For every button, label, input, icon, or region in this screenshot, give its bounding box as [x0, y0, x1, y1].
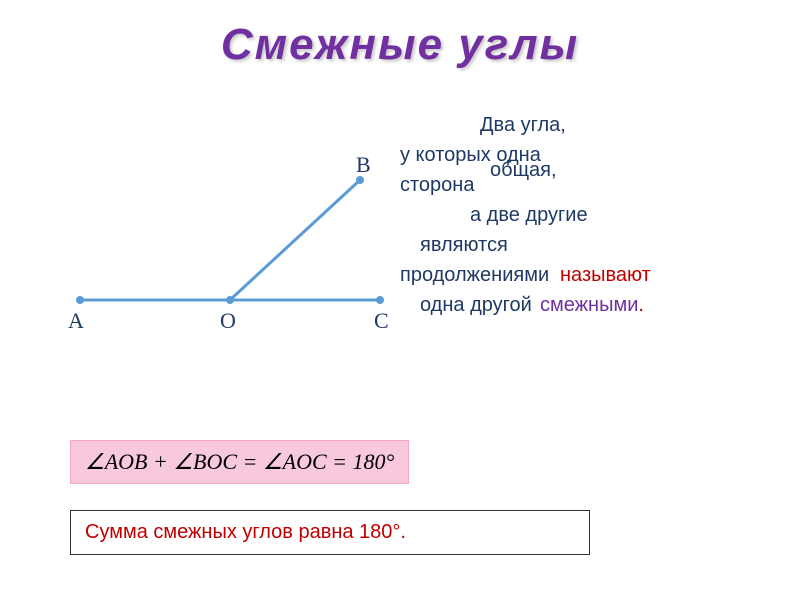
def-line6a: одна другой: [420, 290, 532, 320]
def-line1: Два угла,: [480, 110, 566, 140]
def-line6b: смежными.: [540, 290, 644, 320]
theorem-box: Сумма смежных углов равна 180°.: [70, 510, 590, 555]
label-O: O: [220, 308, 236, 334]
point-A: [76, 296, 84, 304]
label-B: B: [356, 152, 371, 178]
equation-text: ∠AOB + ∠BOC = ∠AOC = 180°: [85, 449, 394, 474]
point-C: [376, 296, 384, 304]
point-O: [226, 296, 234, 304]
slide-title: Смежные углы: [221, 20, 579, 70]
def-line2b: сторона: [400, 170, 474, 200]
def-line3: а две другие: [470, 200, 588, 230]
equation-box: ∠AOB + ∠BOC = ∠AOC = 180°: [70, 440, 409, 484]
def-line2c: общая,: [490, 155, 557, 185]
def-line6a-text: одна другой: [420, 294, 532, 316]
theorem-text: Сумма смежных углов равна 180°.: [85, 521, 406, 543]
def-period: .: [638, 294, 644, 316]
def-line5b: называют: [560, 260, 651, 290]
def-line4: являются: [420, 230, 508, 260]
label-C: C: [374, 308, 389, 334]
def-line5a: продолжениями: [400, 260, 549, 290]
adjacent-word: смежными: [540, 294, 638, 316]
label-A: A: [68, 308, 84, 334]
line-OB: [230, 180, 360, 300]
